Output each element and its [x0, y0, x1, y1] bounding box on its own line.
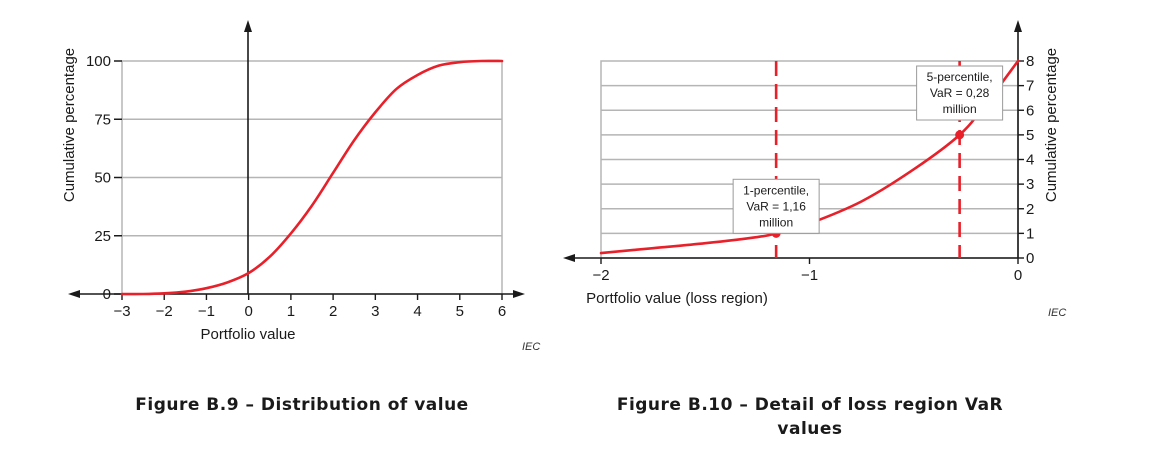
y-tick-label: 100 — [86, 53, 111, 70]
x-tick-label: −2 — [592, 267, 609, 284]
y-axis-label: Cumulative percentage — [1043, 48, 1060, 202]
x-axis-label: Portfolio value — [200, 326, 295, 343]
x-tick-label: −1 — [801, 267, 818, 284]
figure-b10-caption: Figure B.10 – Detail of loss region VaR … — [616, 395, 1004, 439]
annotation-box — [916, 65, 1004, 121]
x-tick-label: −1 — [198, 303, 215, 320]
y-tick-label: 75 — [94, 111, 111, 128]
y-tick-label: 4 — [1026, 152, 1034, 169]
x-tick-label: 4 — [413, 303, 421, 320]
x-tick-label: 0 — [1014, 267, 1022, 284]
y-tick-label: 3 — [1026, 176, 1034, 193]
annotation-text: million — [759, 215, 793, 229]
y-tick-label: 2 — [1026, 201, 1034, 218]
x-tick-label: −2 — [156, 303, 173, 320]
annotation-text: 1-percentile, — [743, 183, 809, 197]
y-tick-label: 50 — [94, 170, 111, 187]
x-axis-right-arrow — [513, 290, 525, 298]
figure-b9-caption: Figure B.9 – Distribution of value — [135, 395, 469, 415]
y-axis-arrow — [1014, 20, 1022, 32]
y-axis-label: Cumulative percentage — [61, 48, 78, 202]
annotation-text: VaR = 1,16 — [746, 199, 806, 213]
y-tick-label: 0 — [1026, 250, 1034, 267]
var-annotation: 5-percentile, VaR = 0,28 million — [916, 65, 1004, 121]
x-axis-label: Portfolio value (loss region) — [586, 290, 768, 307]
y-tick-label: 7 — [1026, 78, 1034, 95]
annotation-text: million — [943, 102, 977, 116]
y-tick-label: 6 — [1026, 102, 1034, 119]
y-tick-label: 8 — [1026, 53, 1034, 70]
y-tick-label: 0 — [103, 286, 111, 303]
x-tick-label: 2 — [329, 303, 337, 320]
var-annotation: 1-percentile, VaR = 1,16 million — [732, 178, 820, 234]
x-axis-left-arrow — [563, 254, 575, 262]
x-tick-label: 0 — [244, 303, 252, 320]
iec-watermark: IEC — [1048, 307, 1066, 319]
y-tick-label: 1 — [1026, 225, 1034, 242]
annotation-text: VaR = 0,28 — [930, 86, 990, 100]
annotation-box — [732, 178, 820, 234]
iec-watermark: IEC — [522, 341, 540, 353]
loss-region-var-chart: 0 1 2 3 4 5 6 7 8 −2 −1 0 1-percentile, VaR = 1,16 mi… — [563, 20, 1066, 319]
x-tick-label: 5 — [456, 303, 464, 320]
x-tick-label: 1 — [287, 303, 295, 320]
y-tick-label: 5 — [1026, 127, 1034, 144]
var-point-marker — [955, 130, 965, 140]
x-axis-left-arrow — [68, 290, 80, 298]
x-tick-label: 3 — [371, 303, 379, 320]
x-tick-label: 6 — [498, 303, 506, 320]
y-axis-arrow — [244, 20, 252, 32]
y-tick-label: 25 — [94, 228, 111, 245]
cumulative-curve — [120, 59, 504, 296]
annotation-text: 5-percentile, — [927, 70, 993, 84]
x-tick-label: −3 — [113, 303, 130, 320]
